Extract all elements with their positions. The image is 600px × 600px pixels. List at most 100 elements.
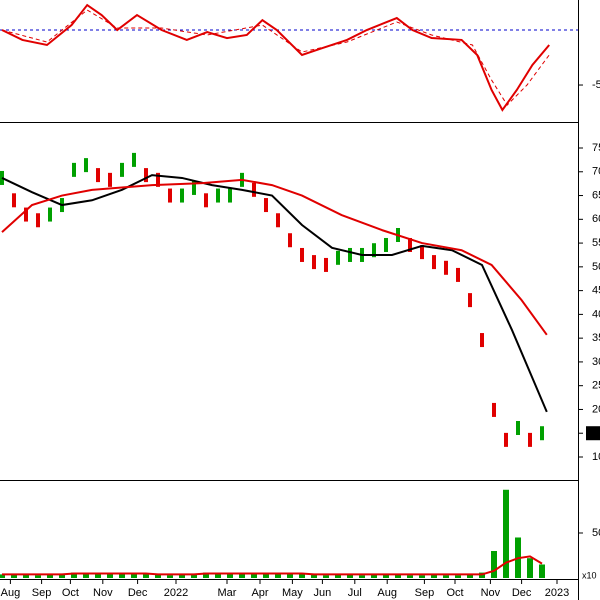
x-tick-label: Jul	[348, 587, 362, 599]
price-candle	[504, 432, 508, 447]
y-tick-label: 10	[592, 451, 600, 463]
price-candle	[144, 168, 148, 183]
volume-bar	[503, 489, 509, 578]
price-candle	[216, 188, 220, 203]
price-candle	[48, 207, 52, 222]
price-candle	[480, 333, 484, 348]
unit-label: x10	[582, 570, 597, 580]
volume-bar	[35, 575, 41, 578]
price-candle	[156, 172, 160, 187]
y-tick-label: 45	[592, 285, 600, 297]
volume-bar	[203, 572, 209, 578]
x-tick-label: 2022	[164, 587, 188, 599]
price-candle	[444, 260, 448, 275]
y-tick-label: 35	[592, 332, 600, 344]
volume-bar	[215, 574, 221, 578]
volume-bar	[227, 574, 233, 578]
x-tick-label: Sep	[415, 587, 435, 599]
x-tick-label: Dec	[512, 587, 532, 599]
price-candle	[264, 198, 268, 213]
x-tick-label: Dec	[128, 587, 148, 599]
y-tick-label: 40	[592, 308, 600, 320]
price-candle	[0, 170, 4, 185]
price-candle	[168, 188, 172, 203]
price-candle	[132, 152, 136, 167]
price-candle	[24, 207, 28, 222]
volume-bar	[407, 575, 413, 578]
price-candle	[468, 293, 472, 308]
volume-bar	[419, 575, 425, 578]
volume-bar	[59, 573, 65, 578]
price-candle	[108, 172, 112, 187]
price-candle	[192, 180, 196, 195]
volume-bar	[251, 574, 257, 578]
price-candle	[420, 245, 424, 260]
volume-bar	[11, 573, 17, 578]
volume-bar	[155, 574, 161, 578]
last-price-label: 14	[587, 428, 599, 439]
oscillator-line	[1, 3, 550, 112]
price-candle	[72, 162, 76, 177]
x-tick-label: Nov	[481, 587, 501, 599]
volume-bar	[539, 564, 545, 578]
volume-bar	[107, 574, 113, 578]
x-tick-label: Oct	[446, 587, 463, 599]
moving-average	[1, 178, 548, 336]
volume-bar	[239, 573, 245, 578]
price-candle	[252, 182, 256, 197]
volume-bar	[347, 574, 353, 578]
volume-average	[2, 555, 543, 576]
y-tick-label: -50	[592, 79, 600, 91]
price-candle	[288, 233, 292, 248]
y-tick-label: 25	[592, 380, 600, 392]
price-candle	[456, 267, 460, 282]
volume-bar	[335, 574, 341, 578]
x-tick-label: Jun	[314, 587, 332, 599]
y-tick-label: 70	[592, 166, 600, 178]
volume-bar	[359, 575, 365, 578]
price-candle	[528, 432, 532, 447]
volume-bar	[83, 573, 89, 578]
price-candle	[384, 237, 388, 252]
price-candle	[300, 247, 304, 262]
y-tick-label: 75	[592, 142, 600, 154]
price-candle	[516, 420, 520, 435]
volume-bar	[395, 574, 401, 578]
moving-average	[1, 174, 548, 413]
price-candle	[276, 213, 280, 228]
volume-bar	[95, 574, 101, 578]
volume-bar	[527, 558, 533, 578]
price-candle	[180, 188, 184, 203]
price-candle	[12, 193, 16, 208]
x-tick-label: Mar	[218, 587, 237, 599]
price-candle	[324, 257, 328, 272]
y-tick-label: 50	[592, 261, 600, 273]
volume-bar	[311, 574, 317, 578]
x-tick-label: Sep	[32, 587, 52, 599]
price-candle	[228, 188, 232, 203]
volume-bar	[299, 574, 305, 578]
price-candle	[312, 255, 316, 270]
volume-bar	[371, 574, 377, 578]
volume-bar	[443, 575, 449, 578]
y-tick-label: 50	[592, 527, 600, 539]
volume-bar	[191, 573, 197, 578]
y-tick-label: 65	[592, 189, 600, 201]
price-candle	[348, 247, 352, 262]
price-candle	[492, 402, 496, 417]
volume-bar	[0, 574, 5, 578]
price-candle	[36, 213, 40, 228]
x-tick-label: 2023	[545, 587, 569, 599]
x-tick-label: May	[282, 587, 303, 599]
volume-bar	[47, 574, 53, 578]
y-tick-label: 60	[592, 213, 600, 225]
y-tick-label: 55	[592, 237, 600, 249]
price-candle	[204, 193, 208, 208]
volume-bar	[455, 575, 461, 578]
volume-bar	[491, 550, 497, 578]
x-tick-label: Oct	[62, 587, 79, 599]
price-candle	[540, 426, 544, 441]
last-price-box	[586, 426, 600, 441]
volume-bar	[23, 574, 29, 578]
volume-bar	[131, 573, 137, 578]
